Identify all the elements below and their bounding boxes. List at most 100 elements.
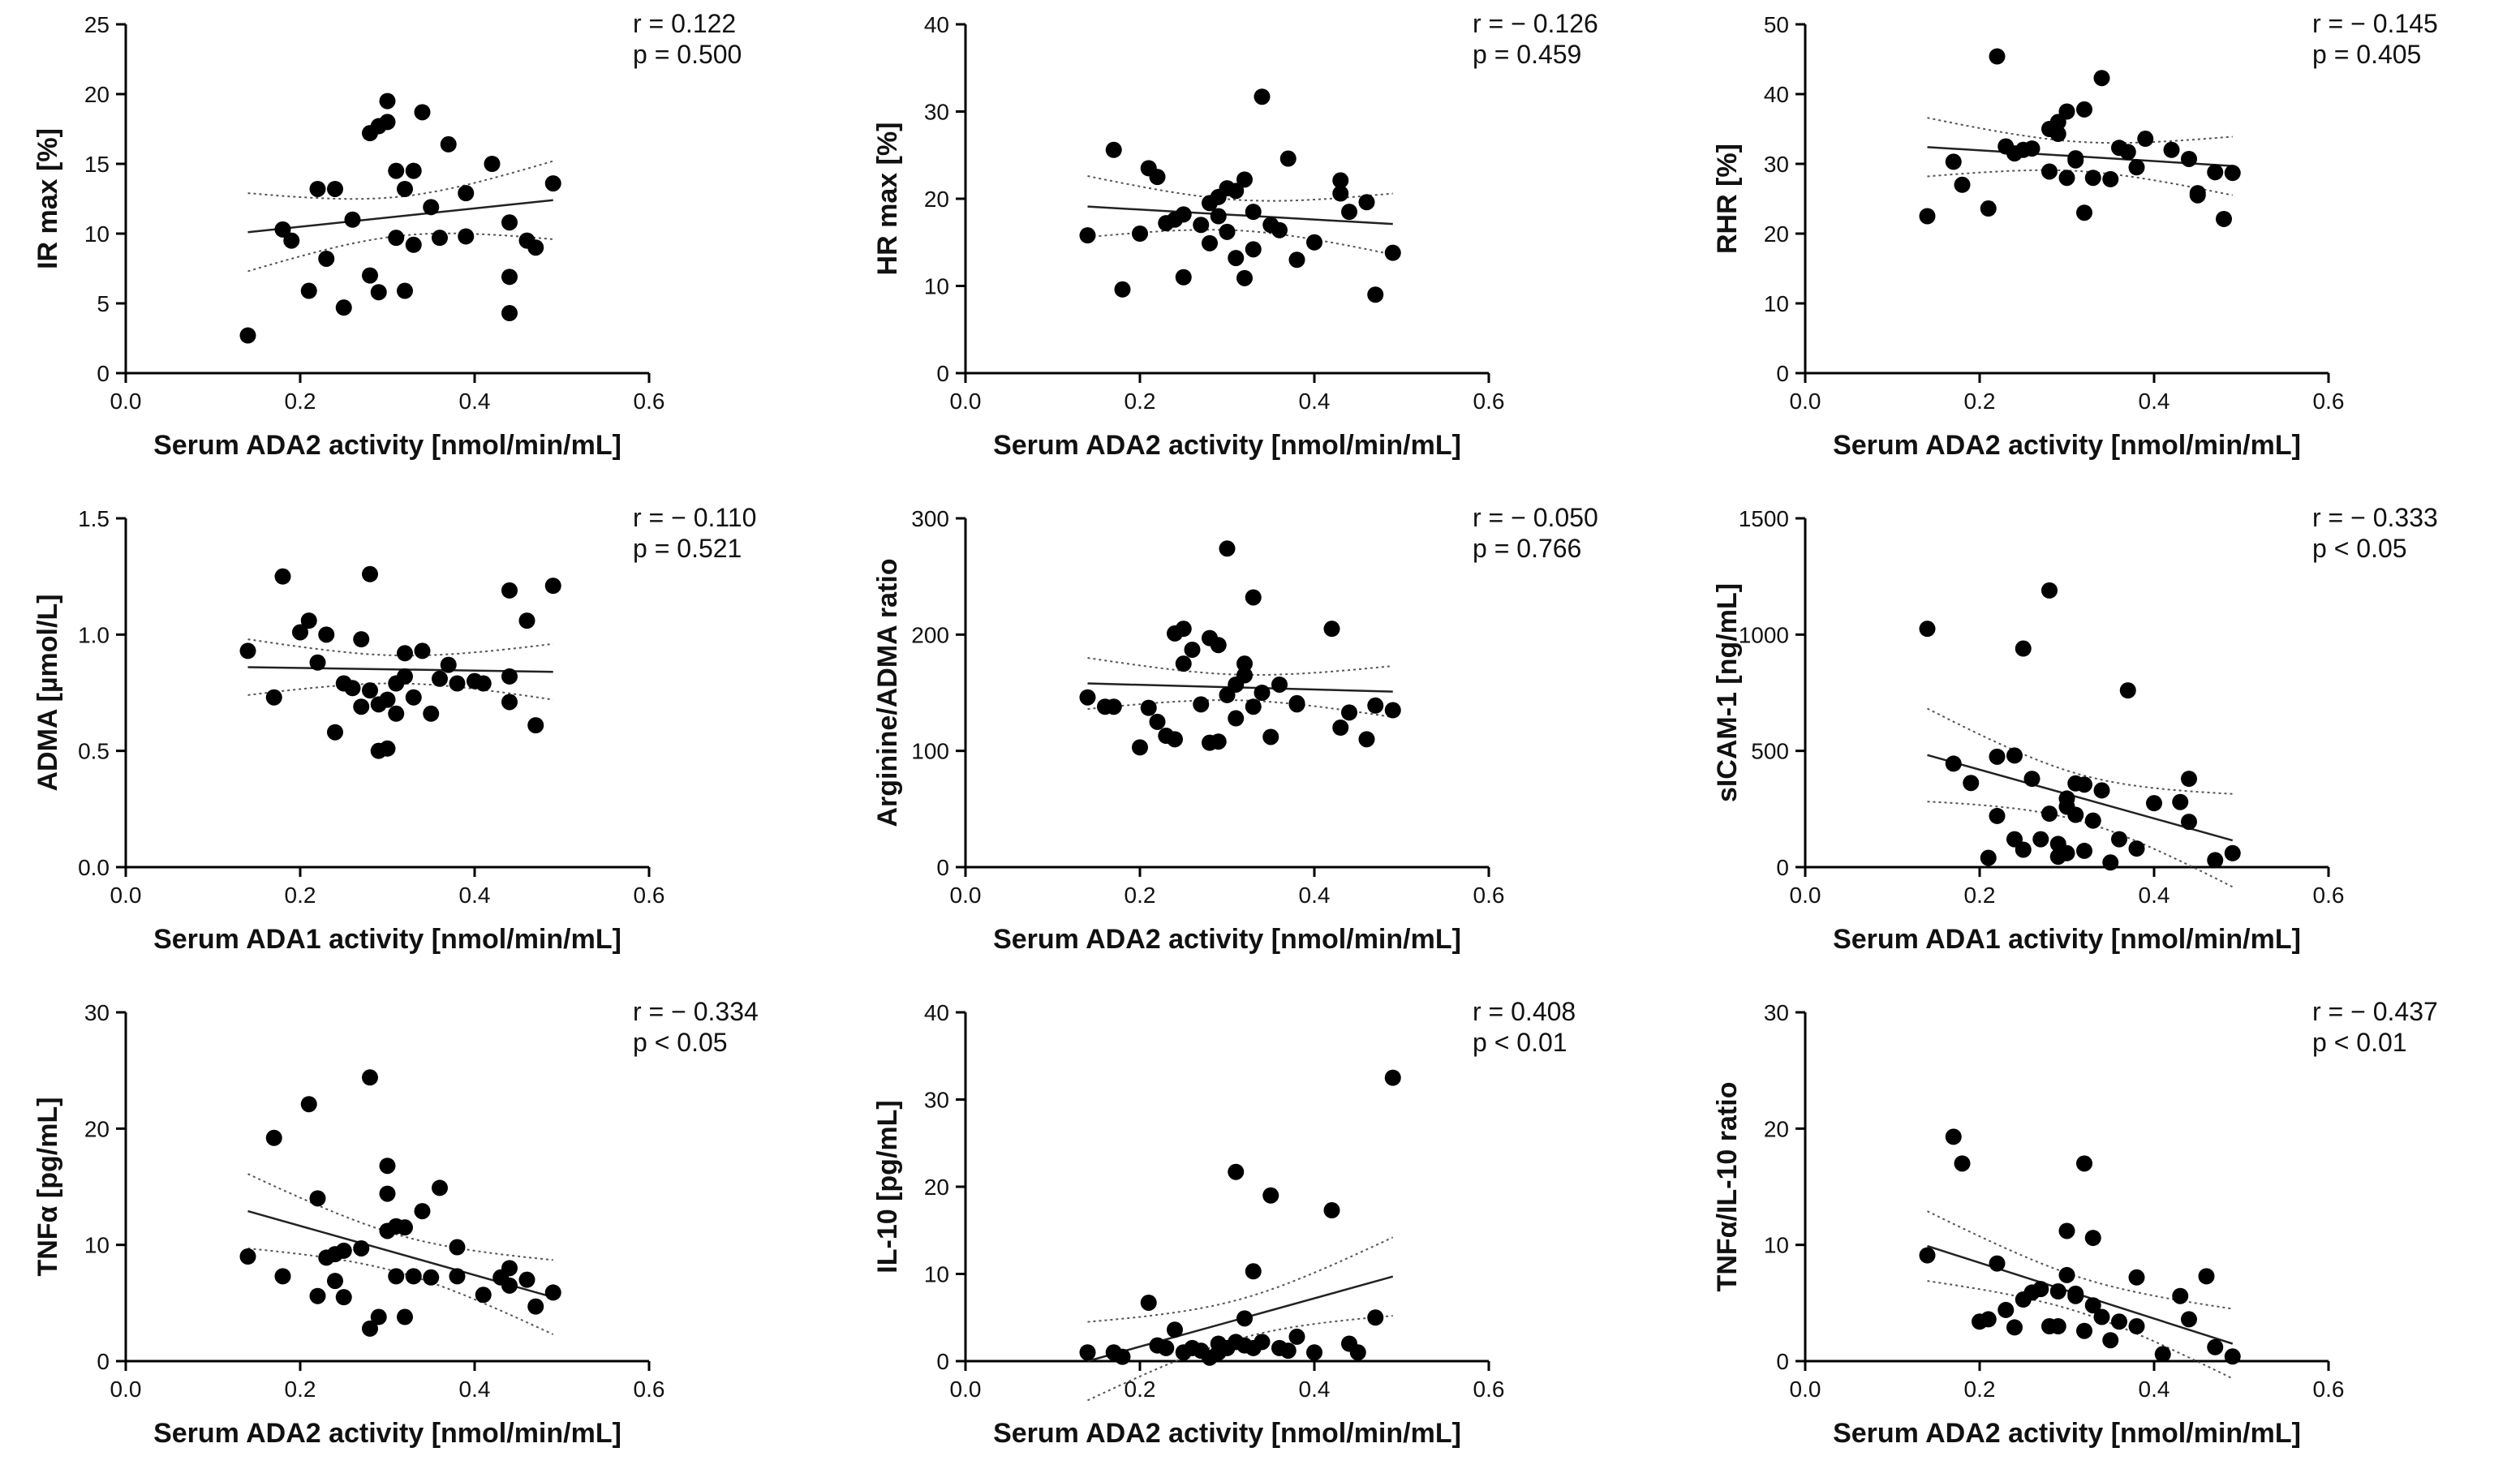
data-point (2154, 1346, 2171, 1363)
x-tick-label: 0.6 (1473, 389, 1505, 414)
data-point (2058, 1266, 2075, 1283)
data-point (527, 1298, 544, 1315)
data-point (309, 180, 326, 197)
chart-svg: 0.0 0.2 0.4 0.6 0 100 200 300 Serum ADA2 activit… (872, 506, 1504, 955)
data-point (1989, 807, 2006, 824)
data-point (1228, 710, 1245, 727)
data-point (239, 1248, 256, 1265)
data-point (544, 1284, 561, 1301)
data-point (1989, 48, 2006, 65)
y-tick-label: 30 (924, 1088, 949, 1113)
y-tick-label: 1000 (1739, 622, 1789, 647)
y-axis-title: TNFα/IL-10 ratio (1712, 1082, 1743, 1292)
data-point (2076, 1322, 2092, 1339)
data-point (527, 717, 544, 734)
x-axis-title: Serum ADA2 activity [nmol/min/mL] (993, 1418, 1461, 1449)
x-axis-title: Serum ADA2 activity [nmol/min/mL] (1833, 1418, 2301, 1449)
x-tick-label: 0.4 (2139, 1377, 2170, 1402)
data-point (318, 626, 335, 643)
data-point (501, 268, 518, 286)
data-point (1341, 704, 1357, 721)
data-point (239, 327, 256, 344)
data-point (2049, 1318, 2066, 1334)
y-tick-label: 20 (84, 1116, 110, 1141)
data-point (2006, 1319, 2023, 1336)
data-point (2041, 163, 2058, 180)
data-point (2041, 582, 2058, 599)
y-tick-label: 50 (1764, 12, 1789, 37)
x-tick-label: 0.6 (2313, 883, 2345, 908)
data-point (1384, 1069, 1401, 1086)
data-point (300, 612, 317, 629)
data-point (1193, 217, 1210, 234)
data-point (1288, 1328, 1305, 1345)
y-axis-title: Arginine/ADMA ratio (872, 558, 903, 827)
data-point (397, 1219, 413, 1236)
data-point (1341, 204, 1357, 221)
chart-panel: 0.0 0.2 0.4 0.6 0 10 20 30 Serum ADA2 activity [… (0, 988, 840, 1482)
x-tick-label: 0.6 (634, 1377, 665, 1402)
data-point (265, 689, 282, 706)
data-point (2067, 1287, 2084, 1304)
correlation-stats: r = − 0.145 p = 0.405 (2312, 8, 2438, 70)
data-point (2023, 140, 2041, 157)
chart-panel: 0.0 0.2 0.4 0.6 0 10 20 30 40 Serum ADA2 activity… (840, 0, 1679, 494)
chart-svg: 0.0 0.2 0.4 0.6 0 10 20 30 40 Serum ADA2 activity… (872, 12, 1505, 461)
data-point (1105, 141, 1122, 158)
data-point (1323, 621, 1340, 638)
chart-svg: 0.0 0.2 0.4 0.6 0.0 0.5 1.0 1.5 Serum ADA1 activ… (32, 506, 664, 955)
r-value: r = 0.122 (633, 9, 737, 38)
data-point (309, 1190, 326, 1207)
data-point (2102, 170, 2119, 187)
data-point (397, 180, 413, 197)
data-point (2128, 840, 2145, 857)
data-point (432, 230, 448, 247)
y-tick-label: 40 (924, 12, 949, 37)
data-point (544, 175, 561, 192)
data-point (370, 284, 387, 301)
data-point (2207, 1338, 2224, 1355)
r-value: r = − 0.145 (2312, 9, 2438, 38)
data-point (2076, 842, 2092, 859)
data-point (2207, 852, 2224, 869)
y-axis-title: IL-10 [pg/mL] (872, 1100, 903, 1273)
chart-panel: 0.0 0.2 0.4 0.6 0.0 0.5 1.0 1.5 Serum ADA1 activ… (0, 494, 840, 988)
data-point (475, 1287, 492, 1304)
data-point (405, 236, 422, 253)
data-point (362, 267, 378, 284)
data-point (2181, 1311, 2197, 1328)
data-point (1236, 269, 1253, 286)
data-point (1367, 697, 1384, 714)
data-point (1323, 1202, 1340, 1219)
data-point (1367, 1309, 1384, 1326)
y-axis-title: TNFα [pg/mL] (32, 1097, 63, 1276)
y-tick-label: 30 (84, 1000, 110, 1025)
data-point (1288, 251, 1305, 268)
data-point (2058, 1222, 2075, 1239)
data-point (501, 305, 518, 322)
ci-lower-curve (247, 232, 553, 273)
data-point (1945, 153, 1962, 170)
data-point (300, 1096, 317, 1113)
data-point (388, 230, 405, 247)
r-value: r = − 0.437 (2312, 997, 2438, 1026)
data-point (1236, 667, 1253, 684)
data-point (353, 698, 370, 715)
data-point (2032, 831, 2049, 848)
data-point (2093, 1308, 2110, 1325)
correlation-stats: r = − 0.437 p < 0.01 (2312, 996, 2438, 1058)
data-point (2137, 131, 2154, 148)
data-point (388, 162, 405, 179)
ci-upper-curve (1927, 1210, 2233, 1310)
data-point (283, 232, 300, 249)
data-point (1367, 286, 1384, 303)
data-point (1919, 208, 1936, 225)
data-point (1332, 185, 1349, 202)
data-point (1175, 206, 1192, 223)
data-point (440, 656, 457, 673)
x-tick-label: 0.2 (1964, 883, 1996, 908)
data-point (397, 1308, 413, 1325)
y-tick-label: 20 (924, 1175, 949, 1200)
y-tick-label: 0 (1776, 855, 1789, 880)
data-point (2084, 1297, 2101, 1314)
